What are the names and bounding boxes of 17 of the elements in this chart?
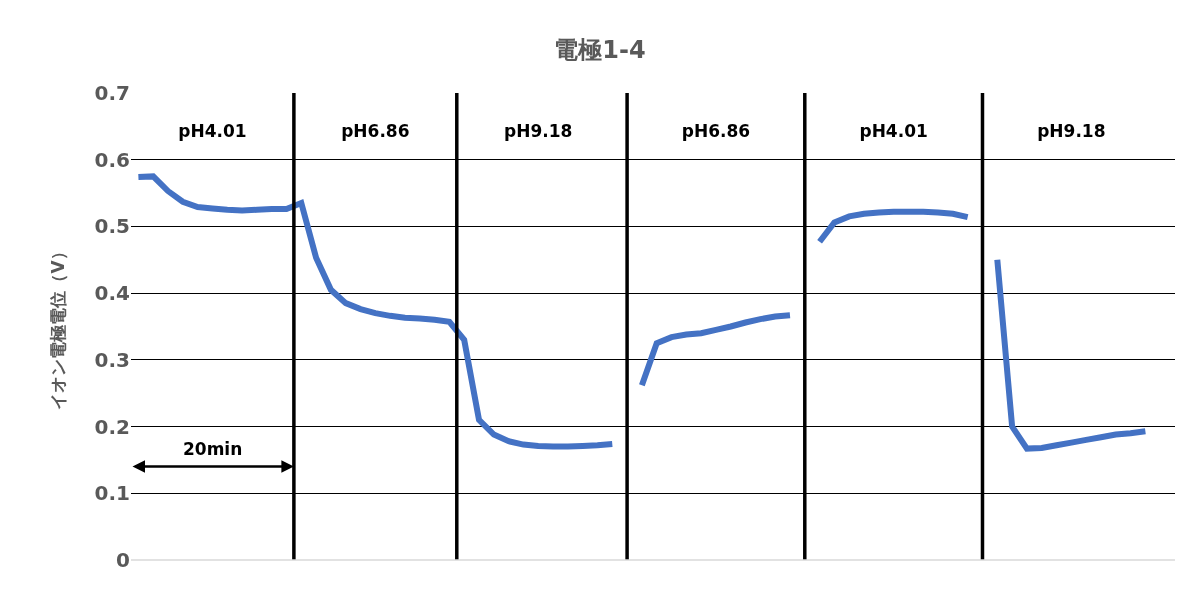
x-tick-label: pH4.01 [178, 120, 247, 141]
y-tick-label: 0.4 [94, 281, 130, 306]
y-tick-label: 0.5 [94, 214, 130, 239]
x-tick-label: pH4.01 [859, 120, 928, 141]
y-tick-label: 0.6 [94, 147, 130, 172]
y-tick-label: 0.2 [94, 414, 130, 439]
chart-title: 電極1-4 [554, 36, 646, 65]
x-tick-label: pH9.18 [504, 120, 573, 141]
annotation: 20min [183, 439, 243, 459]
y-axis-title: イオン電極電位（V） [48, 243, 69, 410]
x-tick-label: pH6.86 [681, 120, 751, 141]
y-tick-label: 0 [116, 548, 130, 572]
y-tick-label: 0.3 [94, 347, 130, 372]
x-tick-label: pH6.86 [341, 120, 410, 141]
y-tick-label: 0.7 [94, 81, 130, 105]
x-tick-label: pH9.18 [1037, 120, 1106, 141]
y-tick-label: 0.1 [94, 481, 130, 506]
